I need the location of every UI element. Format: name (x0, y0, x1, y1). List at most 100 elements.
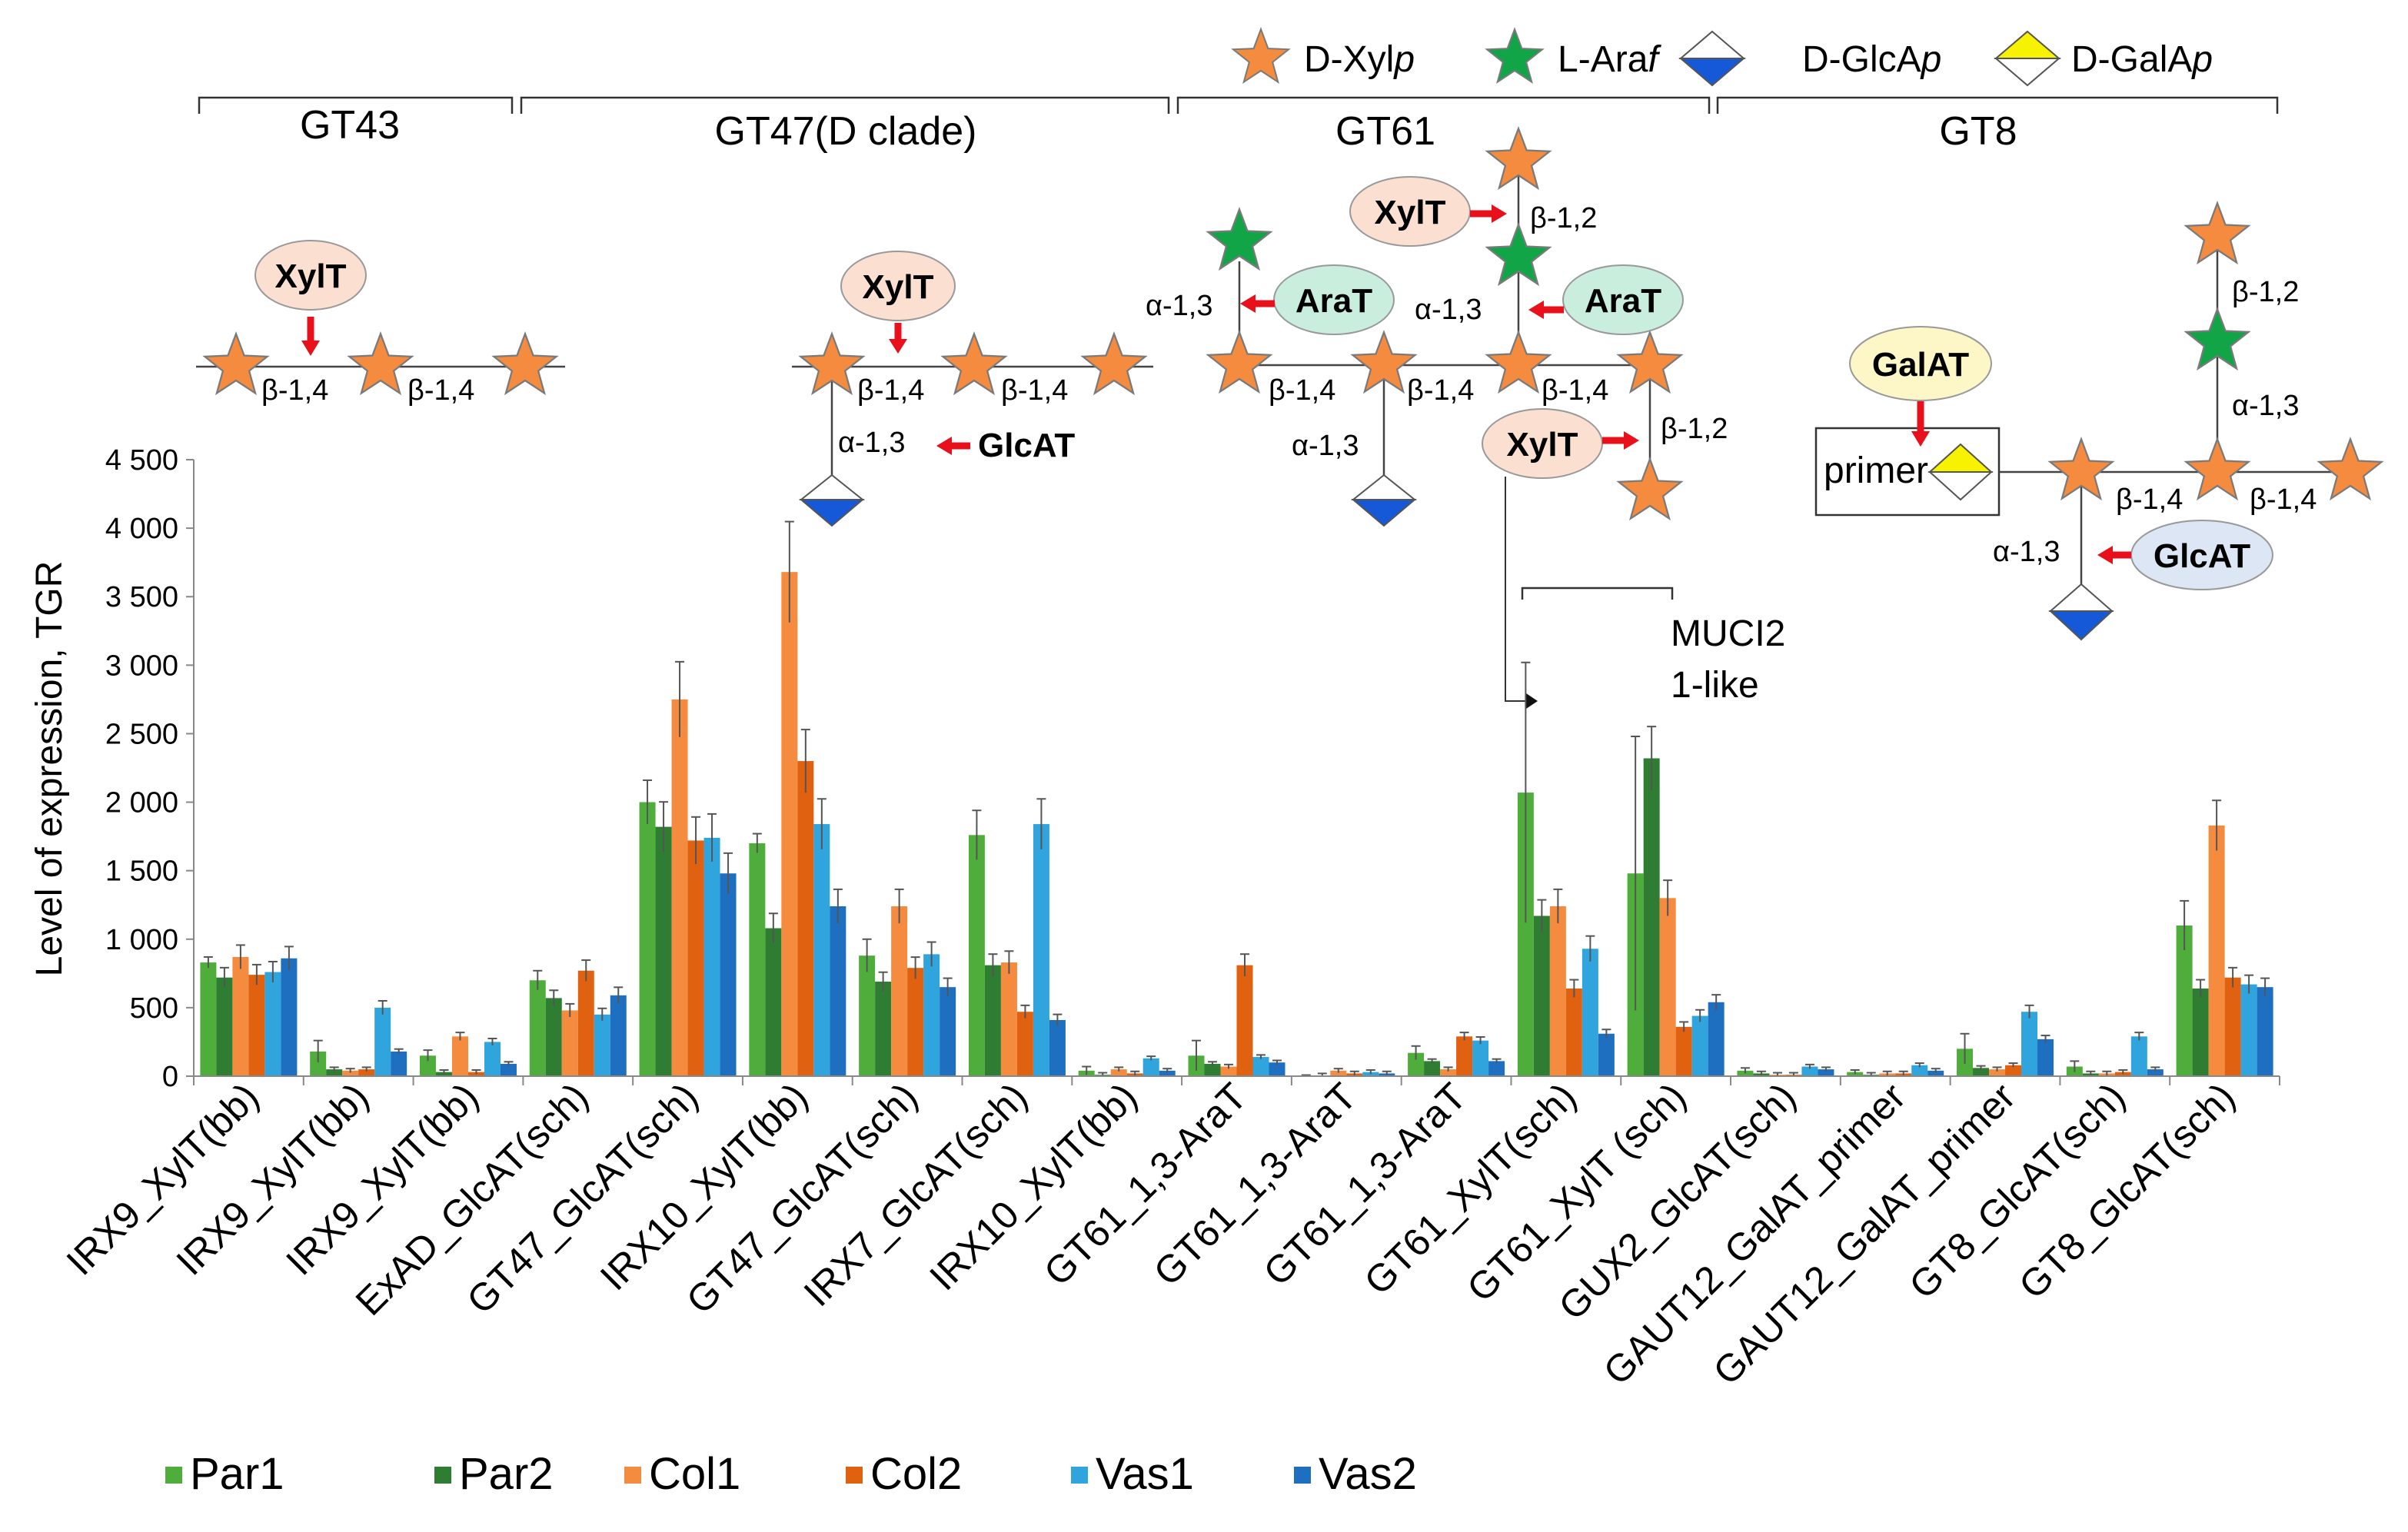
enzyme-label: GlcAT (2154, 537, 2250, 575)
legend-swatch-col1 (624, 1467, 641, 1484)
xylp-star-icon (1486, 331, 1551, 393)
bar-col2-18 (2224, 977, 2241, 1076)
linkage-label: β-1,4 (1001, 374, 1068, 407)
family-brackets (198, 96, 2279, 114)
araf-star-icon (1485, 28, 1544, 83)
xylp-star-icon (1232, 28, 1290, 83)
y-tick-label: 1 500 (105, 856, 178, 888)
bar-vas2-9 (1269, 1062, 1285, 1076)
bar-vas2-14 (1818, 1069, 1834, 1076)
bar-vas1-18 (2240, 984, 2257, 1076)
bar-col1-2 (451, 1036, 468, 1076)
legend-swatch-par2 (434, 1467, 451, 1484)
bar-vas2-11 (1488, 1061, 1505, 1076)
linkage-label: β-1,4 (1269, 374, 1335, 407)
bar-vas1-11 (1472, 1040, 1489, 1076)
linkage-label: β-1,4 (261, 374, 328, 407)
bar-par2-1 (326, 1069, 343, 1076)
bar-col2-0 (248, 975, 265, 1076)
linkage-label: α-1,3 (838, 427, 905, 459)
enzyme-label: XylT (275, 258, 347, 295)
bar-col1-8 (1110, 1069, 1127, 1076)
bar-vas2-7 (1049, 1019, 1066, 1076)
arat-enzyme (1562, 264, 1684, 335)
linkage-label: β-1,2 (1661, 413, 1728, 445)
galap-diamond-icon (1994, 30, 2061, 87)
mucl-label-line2: 1-like (1671, 665, 1759, 706)
araf-label: L-Araf (1558, 39, 1661, 80)
xylp-star-icon (493, 333, 557, 394)
glcap-label: D-GlcAp (1802, 39, 1941, 80)
linkage-label: β-1,4 (2116, 484, 2183, 516)
glcap-diamond-icon (1351, 474, 1417, 527)
bar-col1-6 (891, 906, 908, 1076)
enzyme-label: GalAT (1872, 346, 1969, 384)
bar-par2-6 (875, 982, 892, 1076)
mucl-label-line1: MUCI2 (1671, 613, 1785, 654)
y-tick-label: 3 500 (105, 581, 178, 613)
primer-label: primer (1824, 450, 1928, 491)
x-tick-label: IRX9_XylT(bb) (58, 1075, 267, 1283)
linkage-label: β-1,4 (857, 374, 924, 407)
legend-swatch-par1 (165, 1467, 182, 1484)
bar-col2-1 (358, 1069, 375, 1076)
bar-par1-1 (310, 1051, 327, 1076)
bar-par1-7 (968, 835, 985, 1076)
bar-par1-2 (419, 1055, 436, 1076)
y-ticks (186, 459, 194, 1077)
bar-par2-5 (765, 928, 782, 1076)
bar-vas1-9 (1252, 1057, 1269, 1076)
bar-par1-12 (1517, 793, 1534, 1076)
bar-vas1-5 (813, 824, 830, 1076)
bar-col2-9 (1236, 965, 1253, 1076)
legend-label-col2: Col2 (870, 1449, 962, 1499)
enzyme-label: AraT (1585, 282, 1661, 320)
y-tick-label: 1 000 (105, 924, 178, 956)
y-tick-label: 500 (130, 992, 178, 1025)
bar-col1-4 (671, 699, 688, 1076)
bar-col2-6 (907, 968, 924, 1076)
bar-col2-3 (577, 970, 594, 1076)
bar-vas2-0 (281, 958, 298, 1076)
bar-par1-4 (639, 802, 656, 1076)
bar-par2-11 (1424, 1061, 1441, 1076)
family-gt43: GT43 (300, 103, 400, 148)
linkage-label: α-1,3 (1415, 294, 1482, 326)
bar-col1-11 (1440, 1069, 1457, 1076)
bar-vas1-8 (1142, 1058, 1159, 1076)
bar-vas1-3 (594, 1014, 610, 1076)
bar-col2-13 (1675, 1026, 1692, 1076)
galat-enzyme (1849, 326, 1992, 401)
xylp-star-icon (204, 333, 268, 394)
linkage-label: β-1,4 (1542, 374, 1608, 407)
family-gt47: GT47(D clade) (715, 109, 977, 154)
bar-vas2-1 (391, 1051, 407, 1076)
linkage-label: β-1,4 (1407, 374, 1474, 407)
galap-diamond-icon (1927, 443, 1994, 501)
y-tick-label: 2 500 (105, 718, 178, 750)
bar-col1-7 (1000, 962, 1017, 1076)
bar-vas2-18 (2257, 987, 2273, 1076)
family-gt8: GT8 (1939, 109, 2017, 154)
bar-col2-5 (797, 761, 814, 1076)
bar-vas1-13 (1691, 1015, 1708, 1076)
bar-par2-12 (1533, 916, 1550, 1076)
legend-label-col1: Col1 (649, 1449, 740, 1499)
bar-vas1-15 (1911, 1065, 1928, 1076)
bar-vas2-6 (940, 987, 956, 1076)
bar-col1-18 (2208, 825, 2225, 1076)
xylp-star-icon (2185, 438, 2250, 500)
xylp-star-icon (942, 333, 1006, 394)
linkage-label: α-1,3 (1292, 430, 1359, 462)
xylp-label: D-Xylp (1304, 39, 1415, 80)
legend-label-vas2: Vas2 (1319, 1449, 1417, 1499)
glcap-diamond-icon (799, 474, 865, 527)
bar-col1-5 (781, 572, 798, 1076)
bar-vas1-0 (264, 972, 281, 1076)
bar-par1-3 (529, 980, 546, 1076)
bar-vas1-4 (703, 837, 720, 1076)
bar-par1-18 (2176, 925, 2193, 1076)
bar-col2-16 (2005, 1065, 2022, 1076)
bar-vas2-2 (500, 1063, 517, 1076)
